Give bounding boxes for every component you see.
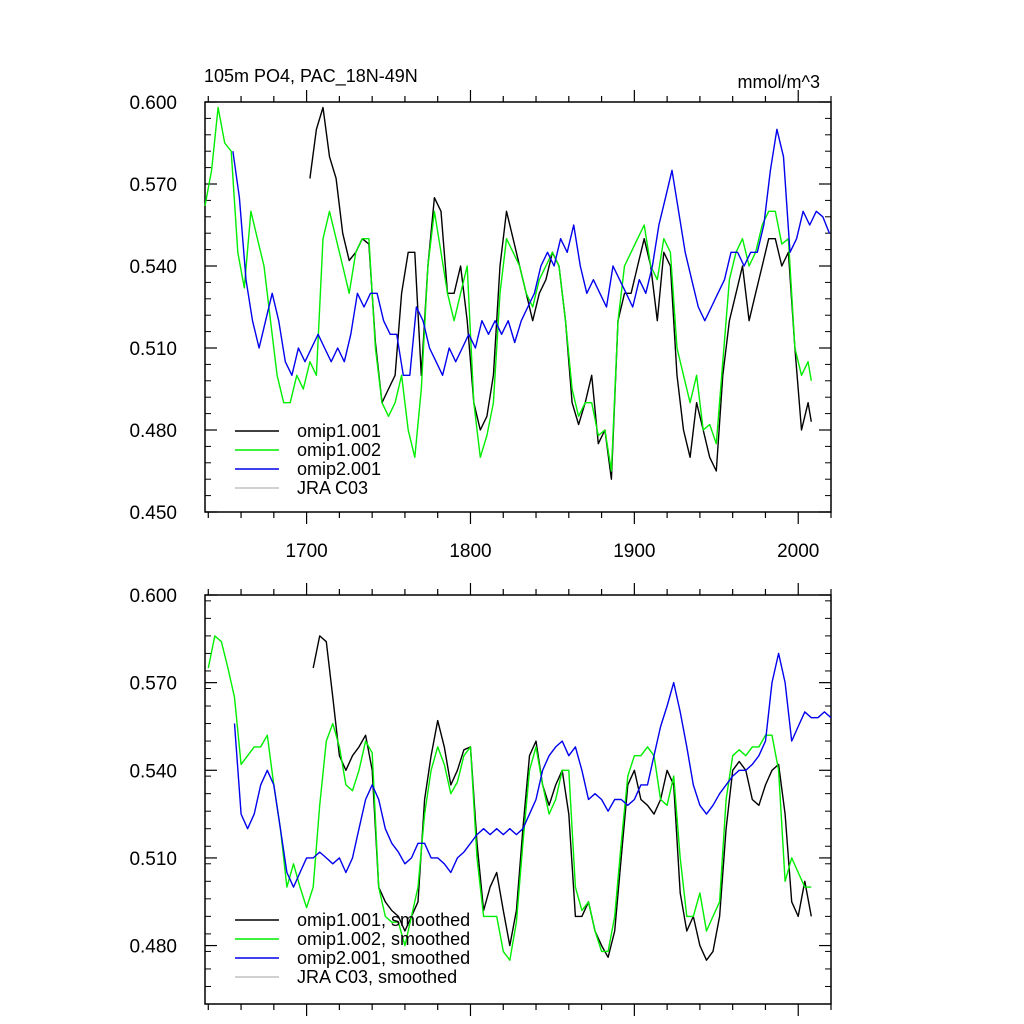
top-series-group	[204, 106, 831, 480]
y-tick-label: 0.600	[129, 586, 177, 607]
top-series-omip1-001	[309, 106, 812, 480]
y-tick-label: 0.510	[129, 849, 177, 870]
top-series-omip2-001	[232, 128, 831, 376]
legend-label-jra-c03: JRA C03	[297, 478, 368, 498]
bottom-panel: 0.480 0.510 0.540 0.570 0.600 omip1.001, smo…	[129, 583, 832, 1016]
legend-label-omip2-001: omip2.001	[297, 459, 381, 479]
legend-label-omip1-002-smoothed: omip1.002, smoothed	[297, 929, 470, 949]
y-tick-label: 0.510	[129, 339, 177, 360]
top-series-omip1-002	[204, 106, 812, 472]
y-tick-label: 0.570	[129, 674, 177, 695]
y-tick-label: 0.540	[129, 257, 177, 278]
top-panel-title: 105m PO4, PAC_18N-49N	[204, 66, 418, 87]
y-tick-label: 0.480	[129, 937, 177, 958]
bottom-axis-ticks: 0.480 0.510 0.540 0.570 0.600	[129, 583, 832, 1016]
x-tick-label: 1800	[449, 541, 491, 562]
legend-label-omip2-001-smoothed: omip2.001, smoothed	[297, 948, 470, 968]
x-tick-label: 1900	[613, 541, 655, 562]
y-tick-label: 0.600	[129, 93, 177, 114]
bottom-series-omip2-001-smoothed	[233, 652, 832, 888]
x-tick-label: 2000	[777, 541, 819, 562]
legend-label-omip1-001: omip1.001	[297, 421, 381, 441]
top-plot-frame	[204, 101, 832, 513]
top-panel-units: mmol/m^3	[738, 72, 820, 92]
y-tick-label: 0.540	[129, 761, 177, 782]
bottom-series-omip1-002-smoothed	[207, 635, 812, 961]
bottom-plot-frame	[204, 594, 832, 1005]
bottom-series-group	[207, 635, 832, 961]
x-tick-label: 1700	[285, 541, 327, 562]
y-tick-label: 0.480	[129, 421, 177, 442]
legend-label-omip1-002: omip1.002	[297, 440, 381, 460]
top-panel: 105m PO4, PAC_18N-49N mmol/m^3 0.450 0.48…	[129, 66, 832, 562]
y-tick-label: 0.570	[129, 175, 177, 196]
top-axis-ticks: 0.450 0.480 0.510 0.540 0.570 0.600 1700 1800 19…	[129, 90, 832, 562]
legend-label-omip1-001-smoothed: omip1.001, smoothed	[297, 910, 470, 930]
y-tick-label: 0.450	[129, 503, 177, 524]
legend-label-jra-c03-smoothed: JRA C03, smoothed	[297, 967, 457, 987]
